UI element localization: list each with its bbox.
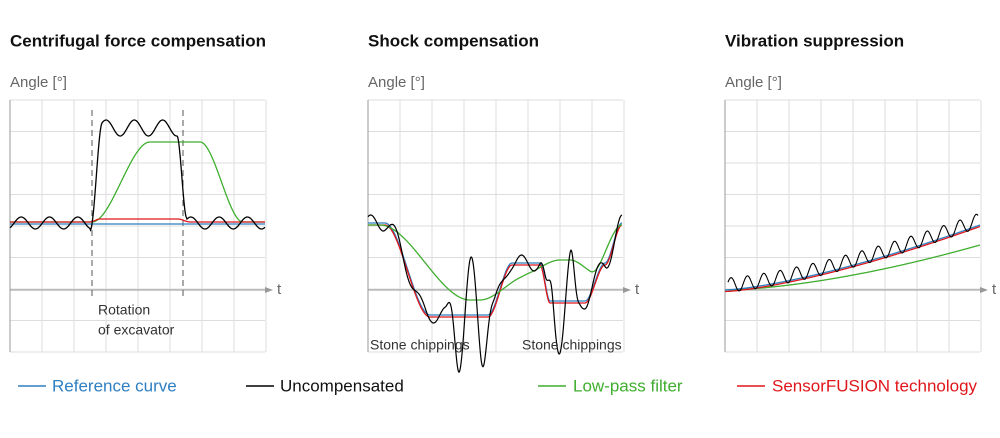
y-axis-label: Angle [°] [368, 74, 425, 91]
y-axis-label: Angle [°] [10, 74, 67, 91]
curve [368, 224, 622, 301]
panel-title: Shock compensation [368, 31, 539, 50]
arrow [265, 287, 273, 293]
legend-label: Uncompensated [280, 376, 404, 395]
legend-label: Reference curve [52, 376, 177, 395]
annotation: Rotation [98, 302, 150, 318]
curve [367, 214, 623, 374]
x-axis-label: t [277, 281, 282, 298]
arrow [623, 287, 631, 293]
panel-title: Centrifugal force compensation [10, 31, 266, 50]
annotation: of excavator [98, 322, 175, 338]
legend-label: Low-pass filter [573, 376, 683, 395]
y-axis-label: Angle [°] [725, 74, 782, 91]
curve [368, 224, 623, 318]
curve [9, 119, 266, 232]
x-axis-label: t [635, 281, 640, 298]
curve [727, 213, 979, 292]
legend-label: SensorFUSION technology [772, 376, 978, 395]
curve [725, 244, 981, 291]
panel-title: Vibration suppression [725, 31, 904, 50]
annotation: Stone chippings [522, 337, 622, 353]
annotation: Stone chippings [370, 337, 470, 353]
x-axis-label: t [992, 281, 997, 298]
arrow [980, 287, 988, 293]
curve [10, 218, 265, 223]
